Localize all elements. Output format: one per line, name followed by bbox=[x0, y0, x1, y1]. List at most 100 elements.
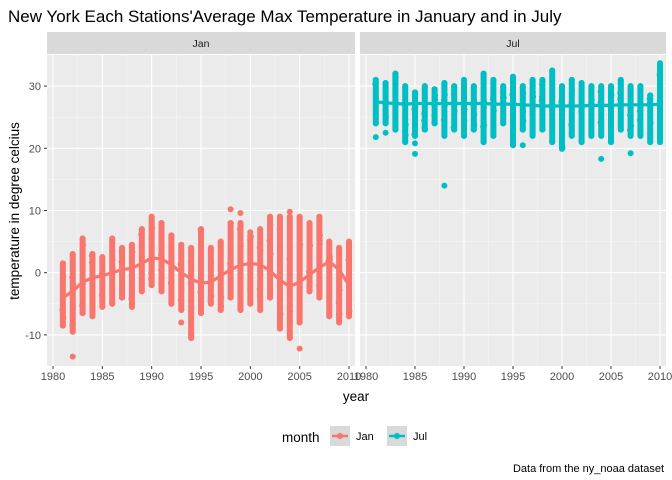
data-point-Jan-1990-max bbox=[148, 213, 155, 220]
outlier-point-Jan-2010 bbox=[346, 313, 352, 320]
data-point-Jul-1982 bbox=[383, 114, 389, 120]
outlier-point-Jul-2004 bbox=[598, 155, 605, 162]
data-point-Jan-2005-max bbox=[296, 213, 303, 220]
data-point-Jan-1982-min bbox=[69, 328, 76, 335]
data-point-Jul-1999 bbox=[550, 82, 556, 89]
data-point-Jan-2000-min bbox=[247, 300, 254, 307]
data-point-Jan-1992 bbox=[169, 295, 175, 301]
data-point-Jan-2008-max bbox=[326, 238, 333, 245]
data-point-Jul-2007-max bbox=[627, 83, 634, 90]
legend-title: month bbox=[282, 430, 320, 445]
data-point-Jul-1984-min bbox=[402, 139, 409, 146]
data-point-Jul-1983 bbox=[392, 91, 398, 97]
data-point-Jan-1987 bbox=[120, 270, 126, 276]
data-point-Jan-1996 bbox=[208, 261, 214, 267]
data-point-Jan-1992-max bbox=[168, 232, 175, 239]
data-point-Jan-2004 bbox=[286, 306, 293, 312]
data-point-Jan-2007 bbox=[317, 232, 323, 238]
data-point-Jan-2002-min bbox=[267, 294, 274, 301]
data-point-Jul-1992-min bbox=[480, 139, 487, 146]
data-point-Jan-1989-max bbox=[138, 226, 145, 233]
data-point-Jan-1982 bbox=[69, 274, 75, 281]
data-point-Jan-1984-min bbox=[89, 313, 96, 320]
data-point-Jan-2009 bbox=[336, 279, 342, 285]
data-point-Jul-1995-min bbox=[510, 142, 516, 149]
data-point-Jan-1994-max bbox=[188, 244, 195, 251]
data-point-Jan-1988 bbox=[129, 287, 136, 293]
data-marks-jan bbox=[59, 206, 353, 360]
data-point-Jul-1991 bbox=[471, 111, 478, 118]
data-point-Jan-1984-max bbox=[89, 251, 96, 258]
data-point-Jan-2004 bbox=[287, 322, 293, 328]
data-point-Jan-1994 bbox=[187, 280, 194, 286]
data-point-Jan-1997-max bbox=[217, 238, 224, 245]
data-point-Jul-1983 bbox=[393, 120, 399, 127]
data-point-Jul-1999 bbox=[549, 75, 555, 81]
data-point-Jan-1982-max bbox=[69, 251, 76, 258]
data-point-Jan-1981 bbox=[60, 267, 66, 273]
data-point-Jul-1983-min bbox=[392, 126, 399, 133]
outlier-point-Jan-1982 bbox=[69, 353, 76, 360]
data-point-Jan-2003-min bbox=[276, 325, 283, 332]
data-point-Jul-1989-min bbox=[451, 126, 458, 133]
data-point-Jul-2006 bbox=[618, 111, 624, 117]
data-point-Jan-1988 bbox=[129, 276, 136, 283]
data-point-Jul-1993 bbox=[490, 111, 496, 117]
data-point-Jan-1998 bbox=[228, 254, 234, 261]
data-point-Jan-1986 bbox=[110, 265, 116, 271]
data-point-Jan-2003 bbox=[277, 304, 283, 310]
data-point-Jan-1985-min bbox=[99, 303, 106, 310]
data-point-Jan-1993 bbox=[178, 281, 184, 287]
data-point-Jul-1994-min bbox=[500, 120, 507, 127]
data-point-Jul-2005 bbox=[609, 92, 615, 98]
legend-label-Jul: Jul bbox=[413, 431, 427, 443]
data-point-Jan-2005 bbox=[297, 233, 303, 239]
legend-label-Jan: Jan bbox=[356, 431, 374, 443]
data-point-Jul-2005-max bbox=[608, 83, 614, 90]
data-point-Jul-1988 bbox=[441, 119, 447, 125]
data-point-Jan-2005 bbox=[296, 311, 302, 317]
data-point-Jan-2008-min bbox=[326, 313, 333, 320]
data-point-Jan-1993 bbox=[177, 261, 183, 267]
data-point-Jul-1987 bbox=[432, 92, 439, 99]
x-tick-label: 1995 bbox=[501, 371, 525, 383]
x-tick-label: 1980 bbox=[41, 371, 65, 383]
data-point-Jan-2002-max bbox=[267, 213, 274, 220]
data-point-Jul-1998 bbox=[539, 121, 545, 127]
data-point-Jul-1994-max bbox=[500, 83, 507, 90]
data-point-Jul-1990 bbox=[462, 106, 468, 112]
data-point-Jan-1990 bbox=[149, 225, 156, 231]
data-point-Jan-2002 bbox=[267, 262, 273, 268]
data-point-Jan-1995-min bbox=[198, 310, 204, 317]
y-tick-label: 30 bbox=[29, 81, 41, 93]
data-point-Jan-1990 bbox=[148, 236, 154, 242]
data-point-Jul-1998 bbox=[539, 112, 545, 118]
outlier-point-Jan-2000 bbox=[247, 229, 254, 236]
data-point-Jan-1991 bbox=[158, 267, 164, 273]
x-tick-label: 1985 bbox=[90, 371, 114, 383]
data-point-Jul-1998 bbox=[539, 82, 545, 88]
data-point-Jan-1983 bbox=[80, 272, 86, 278]
data-point-Jul-1996 bbox=[521, 118, 527, 124]
data-point-Jan-1997 bbox=[217, 254, 224, 260]
data-point-Jan-1987-min bbox=[119, 294, 126, 301]
facet-strip-jul bbox=[360, 32, 666, 54]
data-point-Jul-2002-max bbox=[578, 79, 585, 86]
data-point-Jul-2005 bbox=[608, 129, 615, 135]
x-tick-label: 2000 bbox=[550, 371, 574, 383]
data-point-Jul-1985-max bbox=[412, 89, 418, 96]
data-point-Jan-1982 bbox=[70, 322, 76, 328]
data-point-Jan-1990 bbox=[148, 276, 154, 282]
data-point-Jul-1997 bbox=[530, 94, 537, 100]
data-point-Jul-1993-min bbox=[490, 132, 497, 139]
data-point-Jul-1994 bbox=[501, 95, 507, 101]
data-point-Jul-1987 bbox=[432, 97, 439, 103]
data-point-Jan-1983 bbox=[79, 241, 86, 248]
outlier-point-Jul-1985 bbox=[412, 140, 418, 147]
data-point-Jan-1989 bbox=[138, 265, 144, 272]
data-point-Jul-2003-min bbox=[588, 132, 595, 139]
data-point-Jul-1999 bbox=[549, 94, 556, 100]
data-point-Jul-1995 bbox=[509, 92, 515, 98]
data-point-Jul-1982-min bbox=[382, 120, 389, 127]
data-point-Jul-2010 bbox=[657, 108, 663, 114]
